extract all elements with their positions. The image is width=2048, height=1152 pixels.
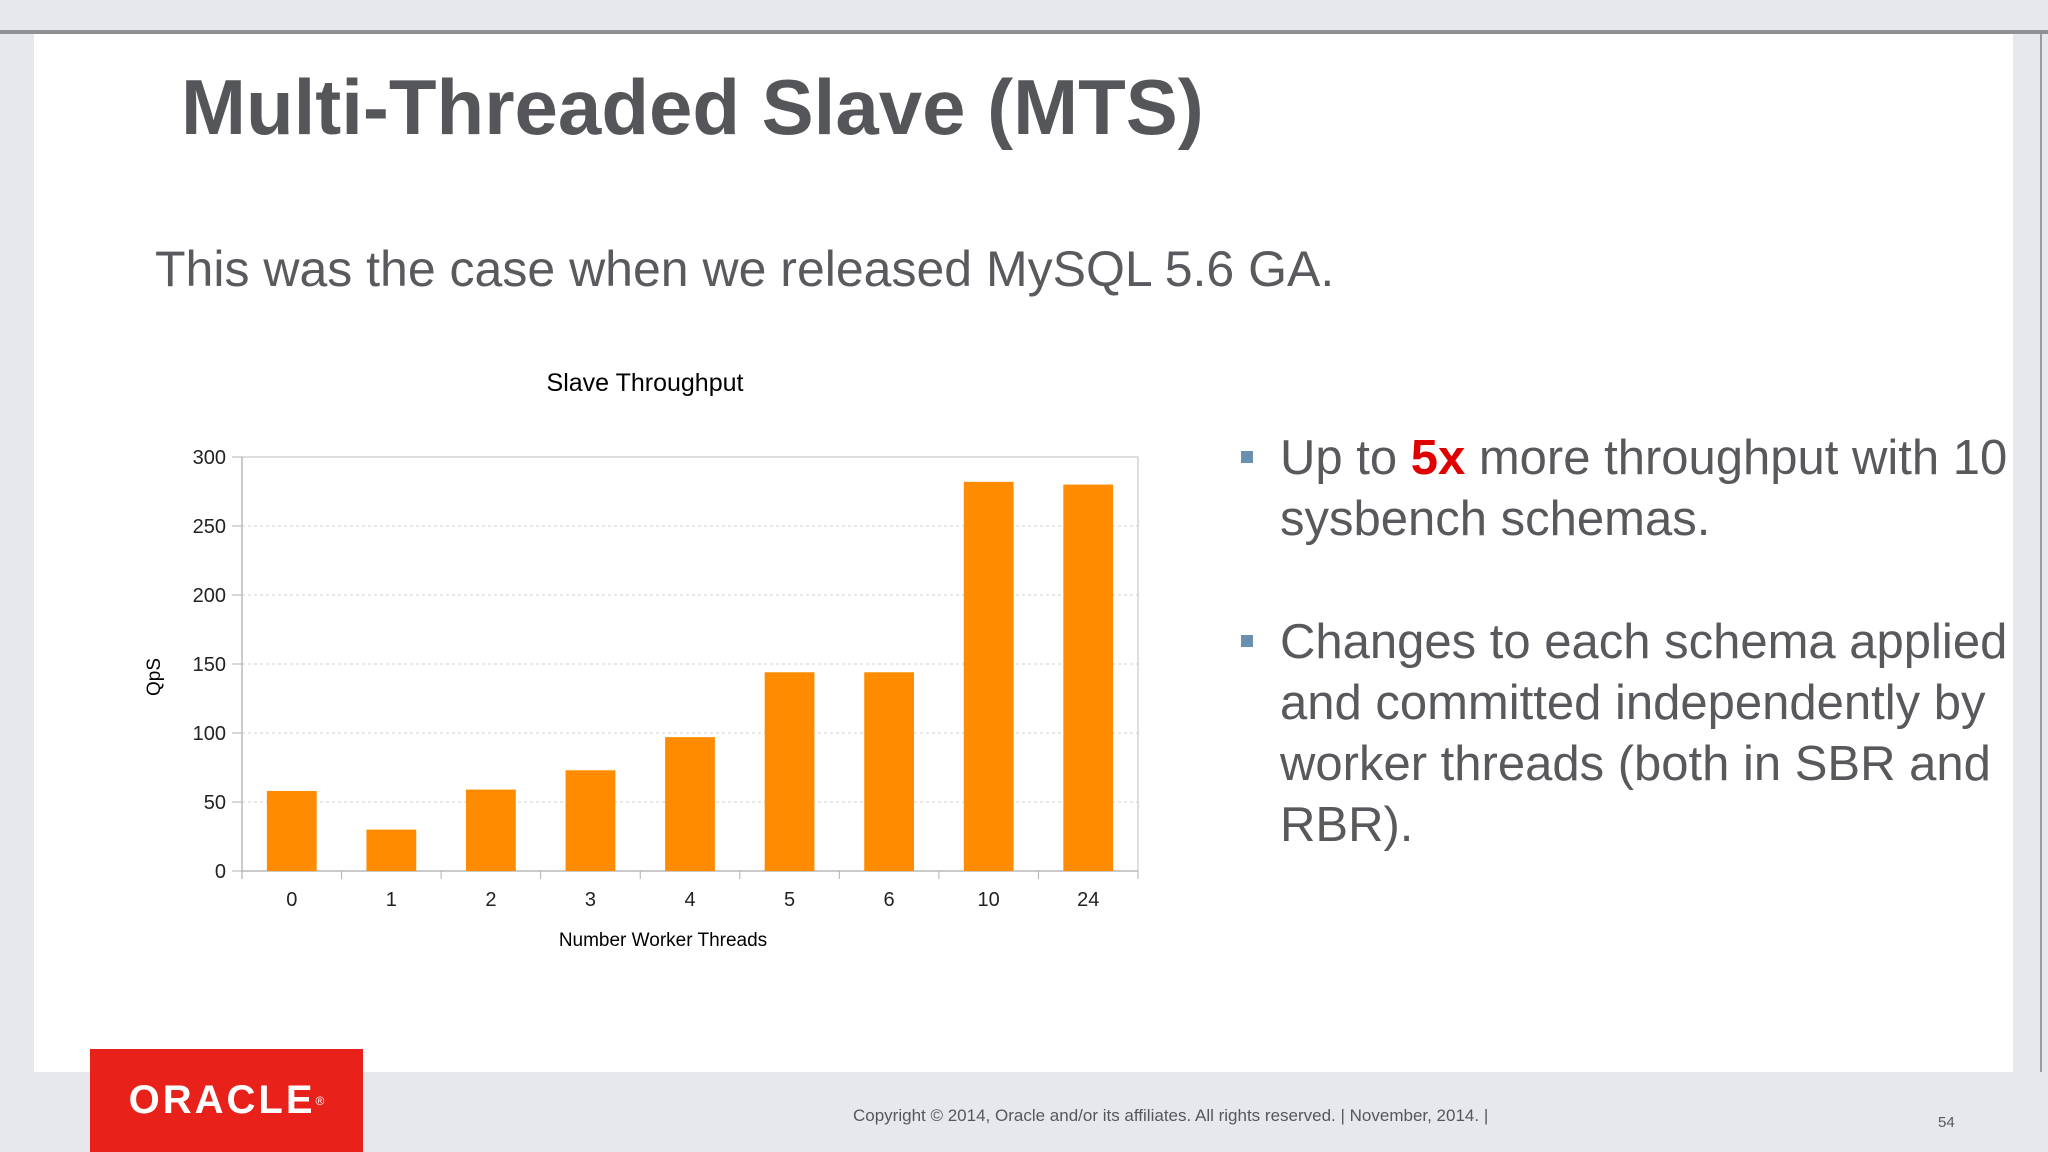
- copyright-text: Copyright © 2014, Oracle and/or its affi…: [853, 1106, 1489, 1125]
- bar-0: [266, 790, 317, 871]
- y-tick-label: 300: [193, 447, 226, 469]
- y-tick-label: 200: [193, 585, 226, 607]
- x-tick-label: 5: [784, 889, 795, 911]
- bar-6: [864, 672, 914, 871]
- x-tick-label: 3: [585, 889, 596, 911]
- square-bullet-icon: [1241, 451, 1253, 463]
- x-tick-label: 4: [684, 889, 695, 911]
- y-tick-label: 50: [204, 792, 226, 814]
- oracle-logo: ORACLE ®: [90, 1049, 363, 1152]
- x-tick-label: 6: [884, 889, 895, 911]
- bar-3: [565, 770, 616, 871]
- bullet-text-after: more throughput with 10 sysbench schemas…: [1280, 431, 2008, 546]
- slide-title: Multi-Threaded Slave (MTS): [181, 63, 1204, 151]
- window-top-border: [0, 30, 2048, 34]
- bar-1: [366, 829, 417, 871]
- bullet-item-throughput: Up to 5x more throughput with 10 sysbenc…: [1238, 428, 2018, 550]
- logo-text: ORACLE: [128, 1078, 316, 1122]
- bullet-item-schemas: Changes to each schema applied and commi…: [1238, 612, 2018, 856]
- y-tick-label: 100: [193, 723, 226, 745]
- x-tick-label: 0: [286, 889, 297, 911]
- x-tick-label: 10: [978, 889, 1000, 911]
- bar-10: [963, 481, 1014, 871]
- x-axis-title: Number Worker Threads: [559, 930, 767, 951]
- bullet-text-before: Up to: [1280, 431, 1411, 485]
- y-tick-label: 250: [193, 516, 226, 538]
- y-tick-label: 150: [193, 654, 226, 676]
- slide-canvas: [34, 34, 2013, 1072]
- registered-mark: ®: [315, 1093, 325, 1108]
- window-right-border: [2040, 34, 2042, 1152]
- x-tick-label: 2: [485, 889, 496, 911]
- bar-24: [1063, 484, 1114, 871]
- bar-4: [665, 737, 715, 871]
- chart-title: Slave Throughput: [547, 369, 744, 397]
- y-axis-title: QpS: [144, 658, 165, 696]
- highlight-5x: 5x: [1410, 431, 1466, 485]
- bullet-text: Changes to each schema applied and commi…: [1280, 615, 2008, 852]
- y-tick-label: 0: [215, 861, 226, 883]
- page-number: 54: [1938, 1114, 1955, 1131]
- slide-subtitle: This was the case when we released MySQL…: [155, 241, 1335, 297]
- square-bullet-icon: [1241, 635, 1253, 647]
- bar-5: [764, 672, 815, 871]
- x-tick-label: 1: [386, 889, 397, 911]
- x-tick-label: 24: [1077, 889, 1099, 911]
- bullet-list: Up to 5x more throughput with 10 sysbenc…: [1238, 428, 2018, 918]
- throughput-bar-chart: 0 50 100 150 200 250 300 0 1 2 3 4 5 6 10 24 Slave Throu…: [144, 369, 1139, 951]
- bar-2: [466, 789, 516, 871]
